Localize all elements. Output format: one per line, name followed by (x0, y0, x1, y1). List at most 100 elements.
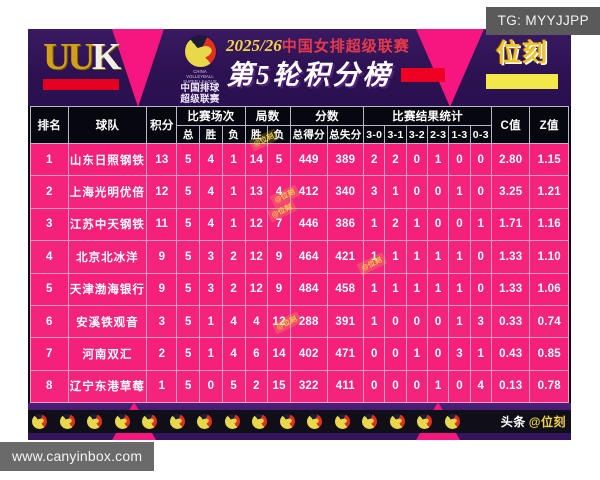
th-result-3-1: 3-1 (384, 125, 407, 144)
table-row: 4 北京北冰洋 9 5 3 2 12 9 464 421 1 1 1 1 1 0 1.33 1.10 (30, 240, 569, 274)
th-rank: 排名 (30, 106, 69, 144)
table-row: 2 上海光明优倍 12 5 4 1 13 4 412 340 3 1 0 0 1 0 3.25 1.21 (30, 175, 569, 209)
cell-c-value: 2.80 (490, 142, 531, 177)
poster-footer: 头条 @位刻 (28, 403, 571, 440)
cell-result-0-3: 0 (469, 142, 493, 177)
volleyball-icon (417, 414, 432, 429)
cell-result-0-3: 1 (469, 337, 493, 371)
cell-result-2-3: 0 (427, 304, 450, 339)
table-row: 5 天津渤海银行 9 5 3 2 12 9 484 458 1 1 1 1 1 0 1.33 1.06 (30, 272, 569, 306)
cell-result-1-3: 1 (448, 240, 471, 274)
header-row-group: 排名 球队 积分 比赛场次 局数 分数 比赛结果统计 C值 Z值 (30, 106, 569, 144)
th-matches-win: 胜 (199, 125, 223, 144)
cell-rank: 8 (30, 369, 69, 404)
banner-ray-left (112, 29, 164, 106)
cell-c-value: 0.43 (490, 337, 531, 371)
cell-c-value: 1.33 (490, 240, 531, 274)
cell-result-3-0: 2 (363, 142, 386, 177)
cell-points: 2 (146, 337, 178, 371)
th-z-value: Z值 (529, 106, 569, 144)
cell-result-0-3: 0 (469, 175, 493, 209)
cell-result-3-1: 1 (384, 272, 407, 306)
emblem-caption-en: CHINA VOLLEYBALL SUPER LEAGUE (183, 69, 217, 84)
standings-poster: UUK CHINA VOLLEYBALL SUPER LEAGUE 中国排球 超… (28, 29, 571, 440)
volleyball-icon (307, 414, 322, 429)
cell-result-1-3: 0 (448, 207, 471, 242)
cell-team: 上海光明优倍 (67, 175, 148, 209)
standings-table: 排名 球队 积分 比赛场次 局数 分数 比赛结果统计 C值 Z值 总 胜 负 (30, 106, 569, 404)
banner-main-title-row: 第5轮积分榜 (226, 59, 445, 91)
cell-points-against: 386 (326, 207, 365, 242)
cell-rank: 7 (30, 337, 69, 371)
cell-result-3-1: 0 (384, 337, 407, 371)
cell-result-3-2: 0 (405, 304, 429, 339)
cell-points: 9 (146, 272, 178, 306)
cell-result-0-3: 4 (469, 369, 493, 404)
cell-points: 13 (146, 142, 178, 177)
cell-points-against: 340 (326, 175, 365, 209)
table-row: 1 山东日照钢铁 13 5 4 1 14 5 449 389 2 2 0 1 0 0 2.80 1.15 (30, 142, 569, 177)
cell-team: 河南双汇 (67, 337, 148, 371)
banner-season: 2025/26 (226, 36, 282, 55)
cell-result-3-2: 0 (405, 369, 429, 404)
cell-matches-win: 4 (199, 142, 223, 177)
table-row: 8 辽宁东港草莓 1 5 0 5 2 15 322 411 0 0 0 1 0 4 0.13 0.78 (30, 369, 569, 404)
cell-matches-loss: 4 (221, 304, 246, 339)
th-result-0-3: 0-3 (469, 125, 493, 144)
cell-result-2-3: 1 (427, 369, 450, 404)
volleyball-icon (87, 414, 102, 429)
cell-sets-win: 2 (244, 369, 269, 404)
cell-points-against: 389 (326, 142, 365, 177)
cell-sets-win: 14 (244, 142, 269, 177)
cell-result-3-0: 3 (363, 175, 386, 209)
volleyball-icon (389, 414, 405, 429)
cell-sets-loss: 4 (267, 175, 291, 209)
uuk-logo-redbar (43, 79, 119, 90)
th-result-2-3: 2-3 (427, 125, 450, 144)
cell-sets-loss: 5 (267, 142, 291, 177)
th-sets-group: 局数 (244, 106, 291, 126)
cell-matches-loss: 5 (221, 369, 246, 404)
cell-matches-total: 5 (176, 207, 201, 242)
cell-points: 11 (146, 207, 178, 242)
cell-team: 安溪铁观音 (67, 304, 148, 339)
banner-league-name: 中国女排超级联赛 (281, 38, 410, 55)
cell-rank: 4 (30, 240, 69, 274)
th-c-value: C值 (490, 106, 531, 144)
cell-team: 北京北冰洋 (67, 240, 148, 274)
cell-matches-win: 1 (199, 337, 223, 371)
standings-table-head: 排名 球队 积分 比赛场次 局数 分数 比赛结果统计 C值 Z值 总 胜 负 (30, 106, 569, 144)
th-matches-group: 比赛场次 (176, 106, 246, 126)
volleyball-icon (279, 414, 295, 429)
cell-points-for: 412 (289, 175, 328, 209)
cell-c-value: 1.71 (490, 207, 531, 242)
cell-result-3-1: 1 (384, 175, 407, 209)
cell-result-1-3: 3 (448, 337, 471, 371)
th-result-3-2: 3-2 (405, 125, 429, 144)
cell-points-against: 471 (326, 337, 365, 371)
cell-points-for: 288 (289, 304, 328, 339)
cell-result-3-1: 0 (384, 304, 407, 339)
cell-result-3-0: 1 (363, 207, 386, 242)
url-watermark-tag: www.canyinbox.com (0, 442, 155, 471)
cell-matches-loss: 1 (221, 142, 246, 177)
cell-matches-loss: 4 (221, 337, 246, 371)
banner-main-title: 第5轮积分榜 (226, 60, 393, 90)
cell-rank: 6 (30, 304, 69, 339)
cell-c-value: 0.33 (490, 304, 531, 339)
th-results-group: 比赛结果统计 (363, 106, 492, 126)
cell-z-value: 0.85 (529, 337, 569, 371)
th-scores-group: 分数 (289, 106, 365, 126)
header-row-sub: 总 胜 负 胜 负 总得分 总失分 3-0 3-1 3-2 2-3 1-3 0-… (31, 125, 569, 144)
league-emblem: CHINA VOLLEYBALL SUPER LEAGUE 中国排球 超级联赛 (180, 35, 220, 104)
cell-result-0-3: 1 (469, 207, 493, 242)
cell-sets-win: 6 (244, 337, 269, 371)
cell-rank: 1 (30, 142, 69, 177)
uuk-sponsor-logo: UUK (43, 38, 123, 96)
th-sets-win: 胜 (244, 125, 269, 144)
cell-result-1-3: 1 (448, 175, 471, 209)
cell-result-0-3: 0 (469, 272, 493, 306)
volleyball-icon (142, 414, 157, 429)
cell-matches-total: 5 (176, 304, 201, 339)
cell-matches-loss: 1 (221, 175, 246, 209)
